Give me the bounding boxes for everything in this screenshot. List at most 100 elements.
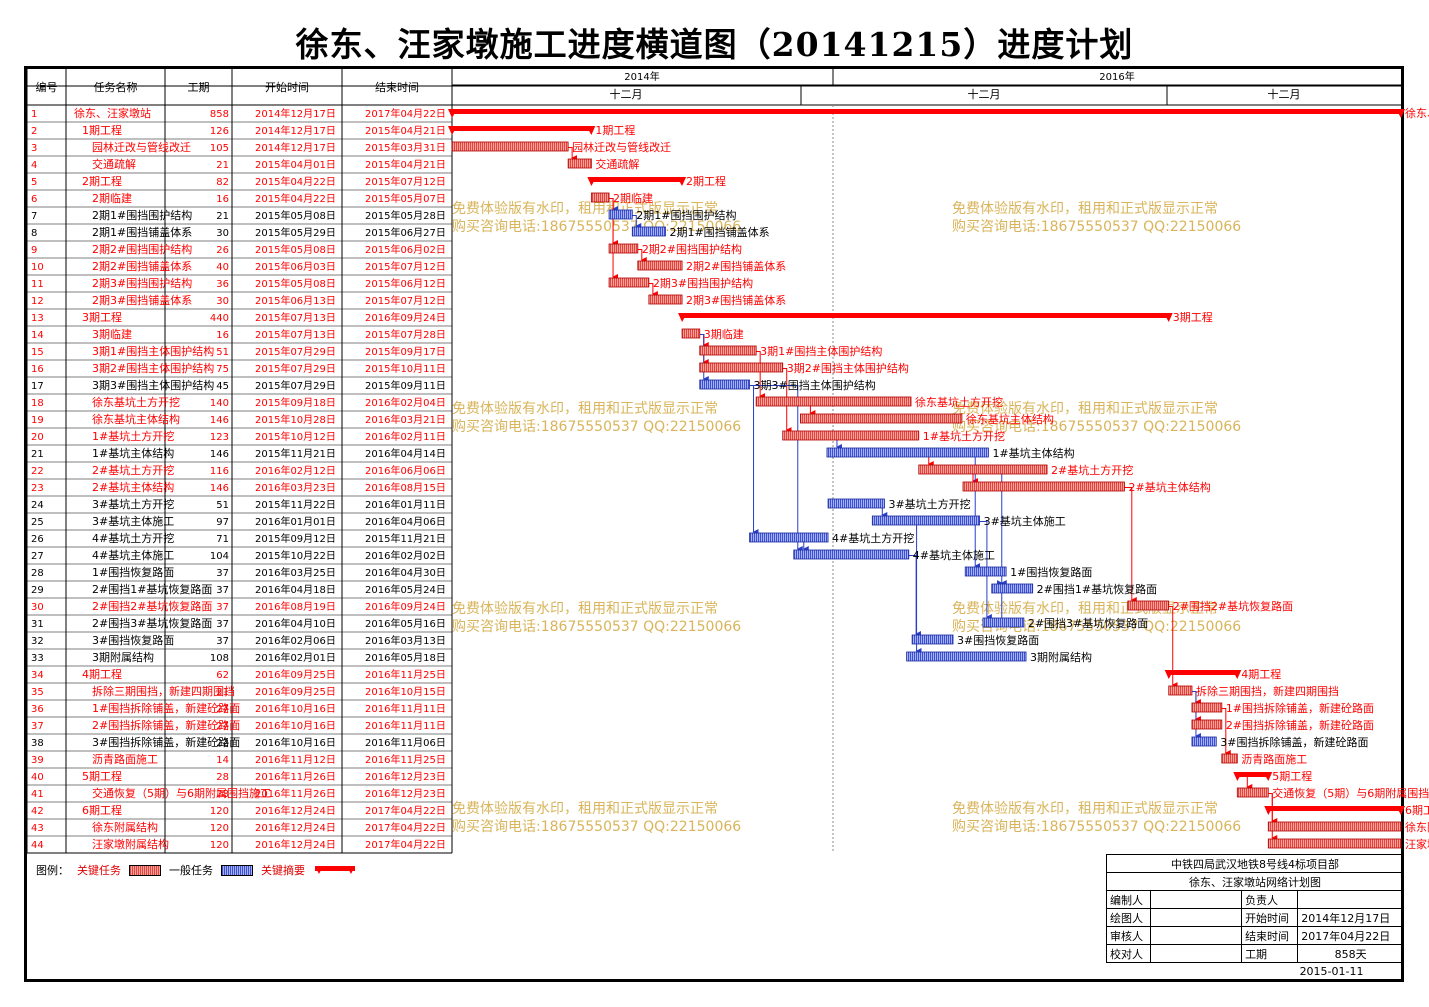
- task-duration: 30: [216, 228, 229, 239]
- task-id: 29: [31, 585, 44, 596]
- summary-bar-end-cap: [1396, 109, 1405, 118]
- task-end: 2016年11月25日: [365, 668, 446, 681]
- title-block-cell: 审核人: [1105, 926, 1152, 945]
- task-bar-label: 3#围挡恢复路面: [957, 633, 1039, 647]
- task-start: 2016年09月25日: [255, 668, 336, 681]
- task-end: 2015年07月12日: [365, 294, 446, 307]
- summary-bar-end-cap: [1232, 670, 1242, 679]
- task-bar-label: 5期工程: [1272, 770, 1312, 783]
- task-bar: [681, 328, 701, 339]
- summary-bar-end-cap: [1163, 313, 1173, 322]
- year-label: 2016年: [1099, 70, 1134, 83]
- task-end: 2015年10月11日: [365, 362, 446, 375]
- task-bar: [648, 294, 683, 305]
- task-duration: 51: [216, 500, 229, 511]
- task-bar-label: 徐东附属结构: [1405, 820, 1429, 834]
- task-bar: [1236, 787, 1269, 798]
- task-end: 2015年05月28日: [365, 209, 446, 222]
- task-bar: [991, 583, 1034, 594]
- task-duration: 123: [210, 432, 229, 443]
- task-bar-label: 3期工程: [1173, 311, 1213, 324]
- watermark: 购买咨询电话:18675550537 QQ:22150066: [452, 619, 741, 635]
- task-name: 拆除三期围挡，新建四期围挡: [92, 684, 235, 698]
- task-duration: 51: [216, 347, 229, 358]
- task-id: 40: [31, 772, 44, 783]
- title-block-cell: 2014年12月17日: [1297, 908, 1404, 927]
- task-start: 2015年05月29日: [255, 226, 336, 239]
- dependency-link: [1168, 606, 1178, 688]
- task-bar: [567, 158, 592, 169]
- task-bar: [699, 362, 784, 373]
- task-end: 2016年05月16日: [365, 617, 446, 630]
- column-header: 编号: [36, 80, 58, 94]
- task-name: 3期3#围挡主体围护结构: [92, 378, 214, 392]
- task-id: 44: [31, 840, 44, 851]
- task-name: 徐东基坑土方开挖: [92, 395, 180, 409]
- watermark: 免费体验版有水印，租用和正式版显示正常: [952, 201, 1218, 217]
- task-end: 2015年06月02日: [365, 243, 446, 256]
- task-duration: 120: [210, 840, 229, 851]
- task-bar: [755, 396, 912, 407]
- task-end: 2016年08月15日: [365, 481, 446, 494]
- task-id: 13: [31, 313, 44, 324]
- watermark: 购买咨询电话:18675550537 QQ:22150066: [452, 419, 741, 435]
- dependency-link: [568, 147, 578, 161]
- task-end: 2016年12月23日: [365, 770, 446, 783]
- task-id: 25: [31, 517, 44, 528]
- task-end: 2016年02月02日: [365, 549, 446, 562]
- task-start: 2016年12月24日: [255, 804, 336, 817]
- task-bar: [451, 141, 569, 152]
- task-bar-label: 徐东、汪家墩站: [1405, 106, 1429, 120]
- task-name: 2#围挡拆除铺盖，新建砼路面: [92, 718, 240, 732]
- task-bar-label: 徐东基坑主体结构: [966, 412, 1054, 426]
- title-block: 中铁四局武汉地铁8号线4标项目部 徐东、汪家墩站网络计划图 编制人 负责人 绘图…: [1105, 854, 1404, 980]
- summary-bar-end-cap: [586, 126, 596, 135]
- task-bar: [1191, 736, 1217, 747]
- task-end: 2015年09月11日: [365, 379, 446, 392]
- summary-bar: [452, 109, 1401, 114]
- task-name: 3#围挡拆除铺盖，新建砼路面: [92, 735, 240, 749]
- watermark: 免费体验版有水印，租用和正式版显示正常: [952, 401, 1218, 417]
- task-start: 2015年06月13日: [255, 294, 336, 307]
- dependency-link: [1221, 708, 1231, 756]
- task-duration: 27: [216, 704, 229, 715]
- column-header: 任务名称: [94, 80, 138, 94]
- legend-normal-swatch: [221, 864, 253, 876]
- task-end: 2015年05月07日: [365, 192, 446, 205]
- task-end: 2016年11月11日: [365, 702, 446, 715]
- task-id: 3: [31, 143, 37, 154]
- task-bar-label: 3#基坑土方开挖: [888, 497, 970, 511]
- task-duration: 82: [216, 177, 229, 188]
- task-bar: [749, 532, 829, 543]
- task-start: 2015年09月12日: [255, 532, 336, 545]
- task-id: 17: [31, 381, 44, 392]
- task-name: 2期2#围挡铺盖体系: [92, 259, 192, 273]
- summary-bar-end-cap: [1396, 806, 1405, 815]
- task-end: 2017年04月22日: [365, 821, 446, 834]
- task-id: 24: [31, 500, 44, 511]
- task-bar-label: 2#围挡拆除铺盖，新建砼路面: [1226, 718, 1374, 732]
- task-end: 2016年06月06日: [365, 464, 446, 477]
- task-id: 33: [31, 653, 44, 664]
- task-bar: [699, 379, 750, 390]
- task-bar-label: 2期1#围挡铺盖体系: [669, 225, 769, 239]
- title-block-cell: 负责人: [1241, 890, 1299, 909]
- month-label: 十二月: [1268, 87, 1301, 101]
- task-end: 2016年01月11日: [365, 498, 446, 511]
- task-duration: 21: [216, 687, 229, 698]
- task-bar-label: 4#基坑主体施工: [913, 548, 995, 562]
- title-block-row: 校对人 工期 858天: [1105, 944, 1404, 963]
- task-name: 6期工程: [82, 804, 122, 817]
- task-id: 34: [31, 670, 44, 681]
- task-name: 徐东基坑主体结构: [92, 412, 180, 426]
- watermark: 购买咨询电话:18675550537 QQ:22150066: [952, 419, 1241, 435]
- task-name: 1#基坑土方开挖: [92, 429, 174, 443]
- task-bar-label: 2期1#围挡围护结构: [636, 208, 736, 222]
- watermark: 免费体验版有水印，租用和正式版显示正常: [452, 401, 718, 417]
- title-block-cell: 绘图人: [1105, 908, 1152, 927]
- task-duration: 16: [216, 194, 229, 205]
- task-bar-label: 2#围挡2#基坑恢复路面: [1173, 599, 1293, 613]
- task-id: 21: [31, 449, 44, 460]
- task-start: 2015年10月28日: [255, 413, 336, 426]
- task-name: 2#围挡1#基坑恢复路面: [92, 582, 212, 596]
